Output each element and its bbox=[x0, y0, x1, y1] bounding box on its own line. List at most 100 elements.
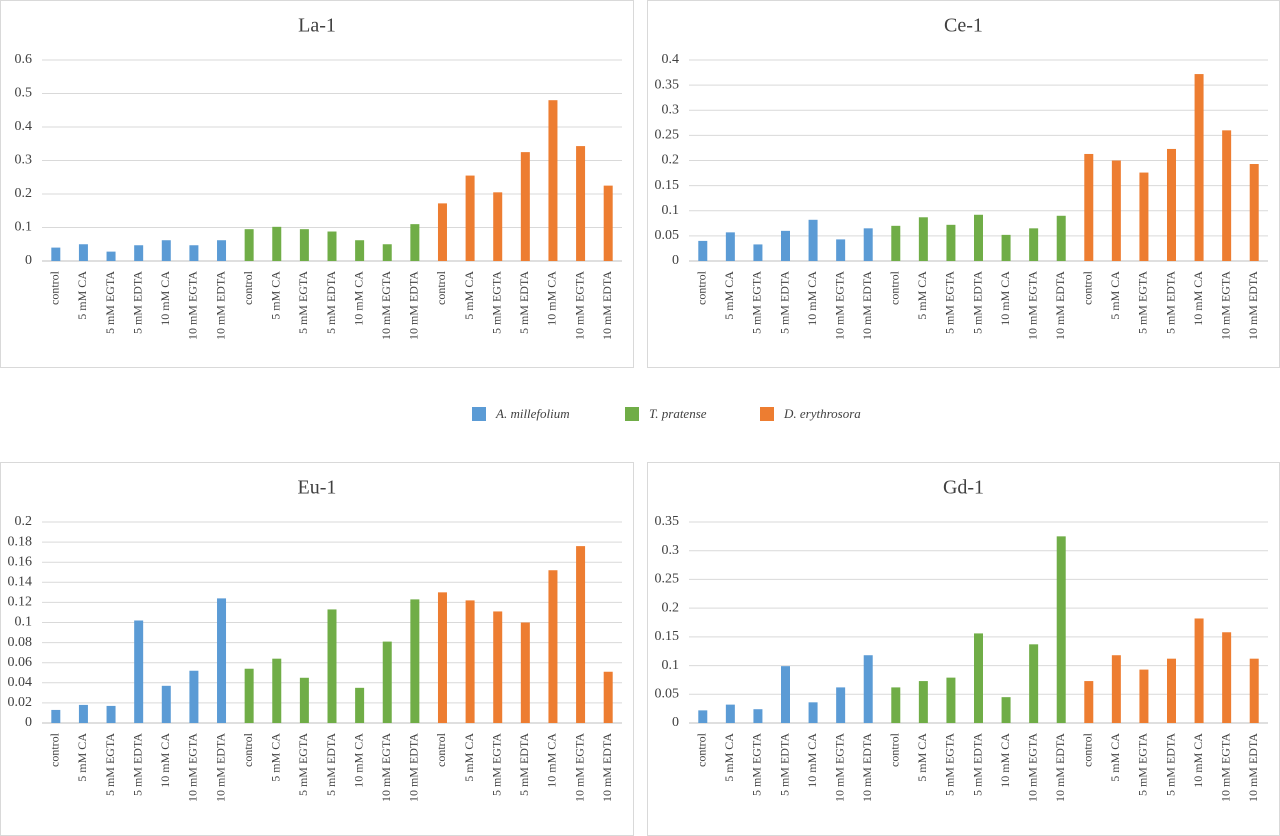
x-tick-label: 5 mM EGTA bbox=[1136, 271, 1150, 334]
x-tick-label: 5 mM CA bbox=[915, 733, 929, 782]
x-tick-label: 5 mM CA bbox=[915, 271, 929, 320]
x-tick-label: 5 mM EDTA bbox=[777, 733, 791, 796]
y-tick-label: 0.06 bbox=[8, 655, 33, 670]
bar bbox=[1222, 130, 1232, 261]
chart-title: Gd-1 bbox=[943, 477, 984, 499]
bar bbox=[272, 226, 282, 261]
x-tick-label: 5 mM EDTA bbox=[970, 271, 984, 334]
bar bbox=[161, 240, 171, 261]
x-tick-label: control bbox=[1081, 732, 1095, 767]
x-tick-label: control bbox=[888, 732, 902, 767]
bar bbox=[808, 702, 818, 723]
bar bbox=[78, 704, 88, 723]
bar bbox=[382, 244, 392, 261]
y-tick-label: 0.3 bbox=[15, 153, 33, 168]
x-tick-label: 5 mM EDTA bbox=[517, 271, 531, 334]
bar bbox=[355, 687, 365, 723]
bar bbox=[1029, 644, 1039, 723]
y-tick-label: 0.05 bbox=[655, 687, 680, 702]
bar bbox=[808, 219, 818, 261]
bar bbox=[603, 671, 613, 723]
bar bbox=[520, 152, 530, 261]
x-tick-label: 5 mM EDTA bbox=[1163, 271, 1177, 334]
y-tick-label: 0.25 bbox=[655, 572, 680, 587]
bar bbox=[327, 231, 337, 261]
legend-swatch bbox=[760, 407, 774, 421]
y-tick-label: 0.6 bbox=[15, 52, 33, 67]
x-tick-label: 5 mM EGTA bbox=[103, 271, 117, 334]
x-tick-label: 10 mM EGTA bbox=[379, 733, 393, 802]
x-tick-label: 5 mM CA bbox=[75, 271, 89, 320]
y-tick-label: 0.4 bbox=[15, 119, 33, 134]
bar bbox=[1001, 697, 1011, 723]
bar bbox=[327, 609, 337, 723]
bar bbox=[1111, 655, 1121, 723]
x-tick-label: 10 mM EDTA bbox=[1246, 271, 1260, 340]
bar bbox=[410, 224, 420, 261]
x-tick-label: 5 mM EGTA bbox=[296, 271, 310, 334]
chart-title: Eu-1 bbox=[298, 477, 337, 499]
x-tick-label: 5 mM EGTA bbox=[296, 733, 310, 796]
x-tick-label: 10 mM EDTA bbox=[213, 271, 227, 340]
x-tick-label: 10 mM EGTA bbox=[186, 733, 200, 802]
y-tick-label: 0.15 bbox=[655, 178, 680, 193]
x-tick-label: control bbox=[434, 732, 448, 767]
x-tick-label: 5 mM CA bbox=[722, 733, 736, 782]
y-tick-label: 0.2 bbox=[15, 186, 33, 201]
x-tick-label: 10 mM CA bbox=[1191, 733, 1205, 788]
bar bbox=[753, 244, 763, 261]
bar bbox=[1001, 234, 1011, 261]
x-tick-label: 10 mM CA bbox=[805, 271, 819, 326]
bar bbox=[603, 185, 613, 261]
bar bbox=[78, 244, 88, 261]
y-tick-label: 0.18 bbox=[8, 534, 33, 549]
bar bbox=[520, 622, 530, 723]
bar bbox=[161, 685, 171, 723]
bar bbox=[51, 247, 61, 261]
y-tick-label: 0.35 bbox=[655, 77, 680, 92]
x-tick-label: 10 mM EDTA bbox=[213, 733, 227, 802]
y-tick-label: 0.1 bbox=[662, 203, 680, 218]
bar bbox=[836, 687, 846, 723]
legend-label: T. pratense bbox=[649, 406, 707, 421]
x-tick-label: control bbox=[1081, 270, 1095, 305]
bar bbox=[891, 225, 901, 261]
bar bbox=[51, 709, 61, 723]
bar bbox=[272, 658, 282, 723]
x-tick-label: 10 mM CA bbox=[545, 733, 559, 788]
y-tick-label: 0.02 bbox=[8, 695, 33, 710]
x-tick-label: control bbox=[241, 270, 255, 305]
y-tick-label: 0.12 bbox=[8, 595, 33, 610]
y-tick-label: 0.15 bbox=[655, 629, 680, 644]
bar bbox=[299, 677, 309, 723]
legend-label: A. millefolium bbox=[495, 406, 570, 421]
bar bbox=[437, 203, 447, 261]
x-tick-label: 10 mM EDTA bbox=[1246, 733, 1260, 802]
bar bbox=[918, 217, 928, 261]
bar bbox=[725, 232, 735, 261]
bar bbox=[244, 229, 254, 261]
bar bbox=[548, 570, 558, 723]
bar bbox=[1167, 148, 1176, 261]
y-tick-label: 0.1 bbox=[15, 220, 33, 235]
bar bbox=[781, 666, 790, 723]
bar bbox=[863, 655, 873, 723]
x-tick-label: 5 mM EDTA bbox=[324, 733, 338, 796]
x-tick-label: 5 mM EDTA bbox=[130, 733, 144, 796]
x-tick-label: 10 mM CA bbox=[158, 271, 172, 326]
y-tick-label: 0.1 bbox=[662, 658, 680, 673]
bar bbox=[382, 641, 392, 723]
bar bbox=[189, 245, 199, 261]
x-tick-label: 5 mM EDTA bbox=[517, 733, 531, 796]
bar bbox=[465, 600, 475, 723]
x-tick-label: 10 mM EGTA bbox=[832, 271, 846, 340]
bar bbox=[493, 192, 503, 261]
x-tick-label: 10 mM EDTA bbox=[600, 271, 614, 340]
legend-label: D. erythrosora bbox=[783, 406, 861, 421]
bar bbox=[974, 214, 983, 261]
chart-title: La-1 bbox=[298, 15, 336, 37]
x-tick-label: control bbox=[48, 270, 62, 305]
bar bbox=[134, 620, 144, 723]
bar bbox=[548, 100, 558, 261]
x-tick-label: 10 mM EDTA bbox=[860, 271, 874, 340]
